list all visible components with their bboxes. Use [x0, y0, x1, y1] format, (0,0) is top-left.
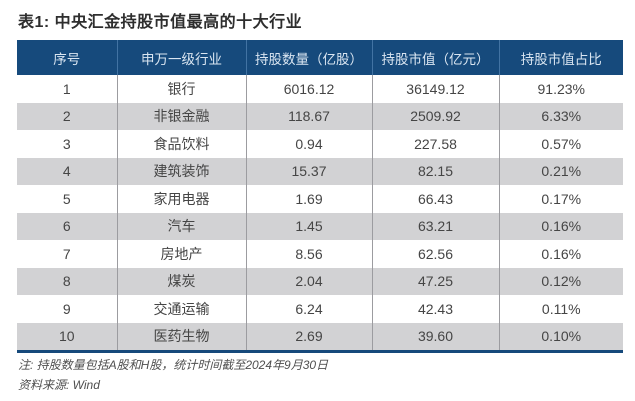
table-row: 6 汽车 1.45 63.21 0.16%	[17, 212, 623, 240]
cell: 非银金融	[116, 102, 246, 130]
cell: 47.25	[371, 267, 499, 295]
cell: 家用电器	[116, 185, 246, 213]
cell: 42.43	[371, 295, 499, 323]
cell: 0.16%	[498, 212, 623, 240]
cell: 0.21%	[498, 157, 623, 185]
cell: 4	[17, 157, 117, 185]
table-source: 资料来源: Wind	[18, 378, 100, 392]
cell: 8.56	[245, 240, 372, 268]
cell: 0.57%	[498, 130, 623, 158]
cell: 91.23%	[498, 75, 623, 103]
table-row: 5 家用电器 1.69 66.43 0.17%	[17, 185, 623, 213]
cell: 银行	[116, 75, 246, 103]
holdings-table: 序号 申万一级行业 持股数量（亿股） 持股市值（亿元） 持股市值占比 1 银行 6016.1…	[17, 40, 623, 353]
cell: 煤炭	[116, 267, 246, 295]
cell: 62.56	[371, 240, 499, 268]
table-header: 序号 申万一级行业 持股数量（亿股） 持股市值（亿元） 持股市值占比	[17, 40, 623, 75]
cell: 82.15	[371, 157, 499, 185]
cell: 1	[17, 75, 117, 103]
cell: 7	[17, 240, 117, 268]
cell: 食品饮料	[116, 130, 246, 158]
cell: 36149.12	[371, 75, 499, 103]
cell: 63.21	[371, 212, 499, 240]
table-header-row: 序号 申万一级行业 持股数量（亿股） 持股市值（亿元） 持股市值占比	[17, 40, 623, 75]
cell: 交通运输	[116, 295, 246, 323]
header-cell: 持股市值占比	[498, 40, 623, 75]
cell: 房地产	[116, 240, 246, 268]
cell: 2.69	[245, 322, 372, 352]
cell: 0.16%	[498, 240, 623, 268]
header-cell: 持股市值（亿元）	[371, 40, 499, 75]
cell: 15.37	[245, 157, 372, 185]
cell: 1.45	[245, 212, 372, 240]
table-row: 7 房地产 8.56 62.56 0.16%	[17, 240, 623, 268]
cell: 医药生物	[116, 322, 246, 352]
table-row: 1 银行 6016.12 36149.12 91.23%	[17, 75, 623, 103]
cell: 9	[17, 295, 117, 323]
cell: 0.94	[245, 130, 372, 158]
header-cell: 序号	[17, 40, 117, 75]
table-row: 10 医药生物 2.69 39.60 0.10%	[17, 322, 623, 352]
cell: 2509.92	[371, 102, 499, 130]
table-title: 表1: 中央汇金持股市值最高的十大行业	[18, 14, 303, 31]
cell: 8	[17, 267, 117, 295]
cell: 3	[17, 130, 117, 158]
cell: 2.04	[245, 267, 372, 295]
cell: 6.33%	[498, 102, 623, 130]
cell: 6.24	[245, 295, 372, 323]
cell: 1.69	[245, 185, 372, 213]
cell: 227.58	[371, 130, 499, 158]
table-row: 8 煤炭 2.04 47.25 0.12%	[17, 267, 623, 295]
cell: 0.17%	[498, 185, 623, 213]
cell: 0.11%	[498, 295, 623, 323]
header-cell: 申万一级行业	[116, 40, 246, 75]
cell: 5	[17, 185, 117, 213]
table-note: 注: 持股数量包括A股和H股，统计时间截至2024年9月30日	[18, 358, 329, 372]
cell: 建筑装饰	[116, 157, 246, 185]
cell: 汽车	[116, 212, 246, 240]
table-row: 3 食品饮料 0.94 227.58 0.57%	[17, 130, 623, 158]
cell: 2	[17, 102, 117, 130]
cell: 39.60	[371, 322, 499, 352]
table-body: 1 银行 6016.12 36149.12 91.23% 2 非银金融 118.67 2509.…	[17, 75, 623, 352]
table-row: 9 交通运输 6.24 42.43 0.11%	[17, 295, 623, 323]
cell: 10	[17, 322, 117, 352]
table-row: 4 建筑装饰 15.37 82.15 0.21%	[17, 157, 623, 185]
cell: 66.43	[371, 185, 499, 213]
cell: 118.67	[245, 102, 372, 130]
cell: 6	[17, 212, 117, 240]
cell: 6016.12	[245, 75, 372, 103]
table-row: 2 非银金融 118.67 2509.92 6.33%	[17, 102, 623, 130]
cell: 0.12%	[498, 267, 623, 295]
header-cell: 持股数量（亿股）	[245, 40, 372, 75]
cell: 0.10%	[498, 322, 623, 352]
